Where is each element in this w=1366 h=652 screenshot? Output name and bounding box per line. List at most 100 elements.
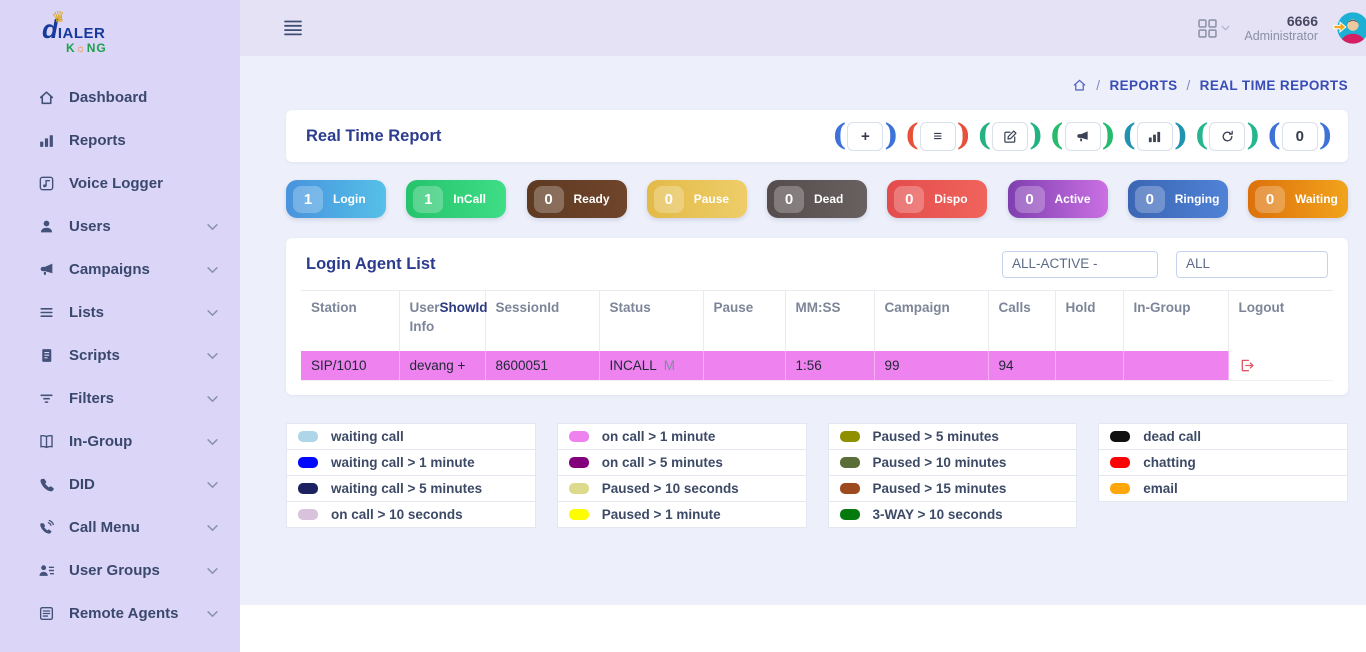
- agent-list-card: Login Agent List ALL-ACTIVE - ALL St: [286, 238, 1348, 396]
- bar-chart-icon[interactable]: [1136, 121, 1173, 151]
- legend-item: Paused > 1 minute: [556, 501, 807, 529]
- status-filter-select[interactable]: ALL-ACTIVE -: [1002, 251, 1158, 278]
- toolbar-add-button: ( + ): [831, 121, 899, 151]
- color-swatch: [1110, 431, 1131, 443]
- menu-toggle-button[interactable]: [282, 19, 304, 37]
- chevron-down-icon: [207, 610, 218, 617]
- badge-label: Dispo: [934, 192, 968, 206]
- logout-icon[interactable]: [1239, 358, 1255, 373]
- bar-chart-icon: [38, 132, 56, 149]
- color-swatch: [839, 483, 860, 495]
- col-mmss: MM:SS: [785, 289, 875, 351]
- bottom-whitespace: [240, 605, 1366, 652]
- legend-column-3: Paused > 5 minutes Paused > 10 minutes P…: [827, 423, 1078, 529]
- breadcrumb: / REPORTS / REAL TIME REPORTS: [286, 74, 1348, 96]
- plus-icon[interactable]: +: [847, 121, 884, 151]
- status-badge-login[interactable]: 1 Login: [286, 180, 386, 218]
- color-swatch: [298, 483, 318, 495]
- badge-label: Dead: [814, 192, 844, 206]
- sidebar-item-label: In-Group: [69, 433, 133, 450]
- sidebar-item-remote-agents[interactable]: Remote Agents: [0, 592, 240, 635]
- paren-right: ): [1318, 118, 1333, 153]
- cell-user[interactable]: devang +: [399, 350, 486, 382]
- legend-item: waiting call > 5 minutes: [286, 475, 536, 503]
- megaphone-icon: [38, 261, 56, 278]
- music-note-icon: [38, 175, 56, 192]
- sidebar-item-call-menu[interactable]: Call Menu: [0, 506, 240, 549]
- apps-grid-button[interactable]: [1198, 18, 1230, 38]
- legend-item: Paused > 10 seconds: [556, 475, 807, 503]
- phone-call-icon: [38, 519, 56, 536]
- sidebar-item-label: Reports: [69, 132, 126, 149]
- clipboard-icon: [38, 605, 56, 622]
- sidebar-item-reports[interactable]: Reports: [0, 119, 240, 162]
- paren-right: ): [1173, 118, 1189, 153]
- sidebar-item-filters[interactable]: Filters: [0, 377, 240, 420]
- chevron-down-icon: [207, 438, 218, 445]
- status-badge-ringing[interactable]: 0 Ringing: [1127, 180, 1228, 218]
- report-toolbar: ( + ) ( ≡ ) ( ) (: [831, 118, 1334, 153]
- menu-lines-icon[interactable]: ≡: [919, 121, 956, 151]
- list-lines-icon: [38, 304, 56, 321]
- status-badge-active[interactable]: 0 Active: [1007, 180, 1108, 218]
- sidebar-item-dashboard[interactable]: Dashboard: [0, 76, 240, 119]
- col-status: Status: [599, 289, 704, 351]
- user-menu[interactable]: 6666 Administrator: [1244, 13, 1318, 43]
- cell-pause: [703, 350, 786, 382]
- paren-right: ): [956, 118, 971, 153]
- sidebar-item-campaigns[interactable]: Campaigns: [0, 248, 240, 291]
- paren-left: (: [904, 118, 919, 153]
- sidebar-item-user-groups[interactable]: User Groups: [0, 549, 240, 592]
- status-badge-ready[interactable]: 0 Ready: [526, 180, 627, 218]
- counter-value[interactable]: 0: [1281, 121, 1318, 151]
- brand-name: dIALER: [42, 14, 106, 44]
- chevron-down-icon: [207, 223, 218, 230]
- topbar-right: 6666 Administrator: [1198, 9, 1366, 47]
- badge-count: 1: [293, 185, 323, 213]
- paren-left: (: [1194, 118, 1209, 153]
- user-group-icon: [38, 562, 56, 579]
- report-header-card: Real Time Report ( + ) ( ≡ ) (: [286, 110, 1348, 162]
- edit-icon[interactable]: [992, 121, 1029, 151]
- phone-icon: [38, 476, 56, 493]
- table-header-row: Station UserShowId Info SessionId Status…: [301, 289, 1333, 351]
- sidebar-item-scripts[interactable]: Scripts: [0, 334, 240, 377]
- brand-subname: K☼NG: [66, 41, 107, 55]
- sidebar-item-label: Voice Logger: [69, 175, 163, 192]
- color-swatch: [1110, 483, 1131, 495]
- chevron-down-icon: [207, 266, 218, 273]
- paren-left: (: [1266, 118, 1281, 153]
- breadcrumb-reports[interactable]: REPORTS: [1109, 77, 1178, 93]
- badge-label: Pause: [693, 192, 730, 206]
- user-avatar[interactable]: [1332, 9, 1366, 47]
- status-badge-incall[interactable]: 1 InCall: [406, 180, 507, 218]
- color-swatch: [1110, 457, 1131, 469]
- status-badge-dead[interactable]: 0 Dead: [767, 180, 867, 218]
- badge-label: Waiting: [1295, 192, 1338, 206]
- color-swatch: [298, 431, 318, 443]
- sidebar-item-did[interactable]: DID: [0, 463, 240, 506]
- status-badge-pause[interactable]: 0 Pause: [646, 180, 747, 218]
- badge-count: 0: [774, 185, 804, 213]
- color-swatch: [298, 457, 318, 469]
- badge-label: Active: [1054, 192, 1091, 206]
- refresh-icon[interactable]: [1209, 121, 1246, 151]
- sidebar-item-lists[interactable]: Lists: [0, 291, 240, 334]
- status-badge-dispo[interactable]: 0 Dispo: [887, 180, 988, 218]
- sidebar-item-in-group[interactable]: In-Group: [0, 420, 240, 463]
- color-swatch: [839, 431, 860, 443]
- cell-calls: 94: [988, 350, 1056, 382]
- brand-logo[interactable]: ♛ dIALER K☼NG: [0, 0, 240, 70]
- megaphone-icon[interactable]: [1064, 121, 1101, 151]
- sidebar-item-users[interactable]: Users: [0, 205, 240, 248]
- legend-item: chatting: [1098, 449, 1348, 477]
- home-icon[interactable]: [1072, 78, 1087, 92]
- toolbar-edit-button: ( ): [976, 121, 1044, 151]
- legend-item: on call > 1 minute: [556, 423, 807, 451]
- campaign-filter-select[interactable]: ALL: [1176, 251, 1328, 278]
- sidebar-item-label: Campaigns: [69, 261, 150, 278]
- sidebar-item-label: Users: [69, 218, 111, 235]
- status-badge-waiting[interactable]: 0 Waiting: [1248, 180, 1348, 218]
- sidebar-item-label: Lists: [69, 304, 105, 321]
- sidebar-item-voice-logger[interactable]: Voice Logger: [0, 162, 240, 205]
